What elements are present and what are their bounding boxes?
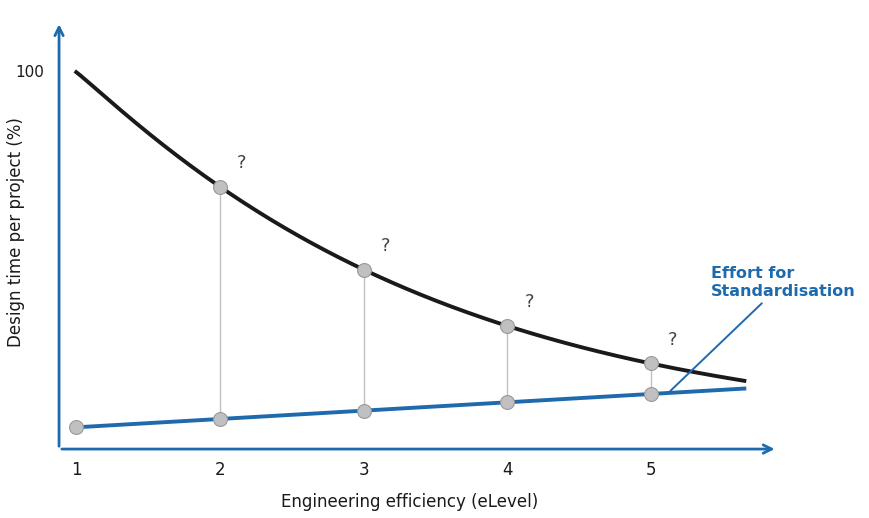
Point bbox=[643, 390, 657, 398]
Point bbox=[213, 183, 227, 191]
Text: 100: 100 bbox=[16, 65, 44, 80]
Point bbox=[213, 415, 227, 423]
Text: Effort for
Standardisation: Effort for Standardisation bbox=[669, 266, 855, 391]
Point bbox=[643, 359, 657, 368]
Point bbox=[500, 398, 514, 407]
Text: ?: ? bbox=[381, 237, 390, 255]
Text: ?: ? bbox=[667, 331, 677, 349]
Point bbox=[356, 265, 370, 274]
Point bbox=[70, 423, 83, 431]
Text: ?: ? bbox=[237, 154, 247, 172]
Point bbox=[356, 407, 370, 415]
Point bbox=[500, 322, 514, 330]
Text: ?: ? bbox=[524, 293, 534, 311]
Y-axis label: Design time per project (%): Design time per project (%) bbox=[7, 117, 25, 347]
X-axis label: Engineering efficiency (eLevel): Engineering efficiency (eLevel) bbox=[281, 493, 538, 511]
